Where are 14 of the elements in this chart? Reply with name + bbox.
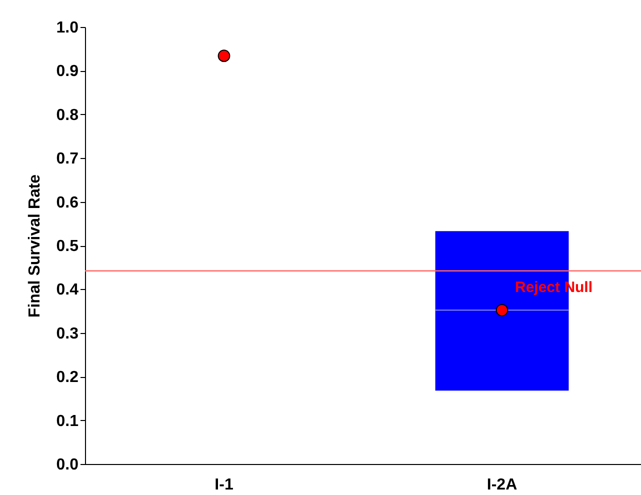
y-tick-label: 0.5 — [56, 238, 79, 255]
x-tick-label: I-2A — [486, 476, 518, 494]
y-tick-label: 0.4 — [56, 282, 79, 299]
y-axis-title: Final Survival Rate — [26, 174, 44, 318]
y-tick-label: 1.0 — [56, 20, 79, 36]
y-tick-label: 0.7 — [56, 150, 79, 168]
y-tick-label: 0.6 — [56, 194, 79, 212]
y-tick-label: 0.9 — [56, 63, 79, 80]
x-tick-label: I-1 — [214, 476, 234, 494]
y-tick-label: 0.0 — [56, 456, 79, 474]
y-tick-label: 0.3 — [56, 325, 79, 342]
y-tick-label: 0.1 — [56, 412, 79, 430]
y-tick-label: 0.2 — [56, 369, 79, 386]
y-tick-label: 0.8 — [56, 106, 79, 124]
